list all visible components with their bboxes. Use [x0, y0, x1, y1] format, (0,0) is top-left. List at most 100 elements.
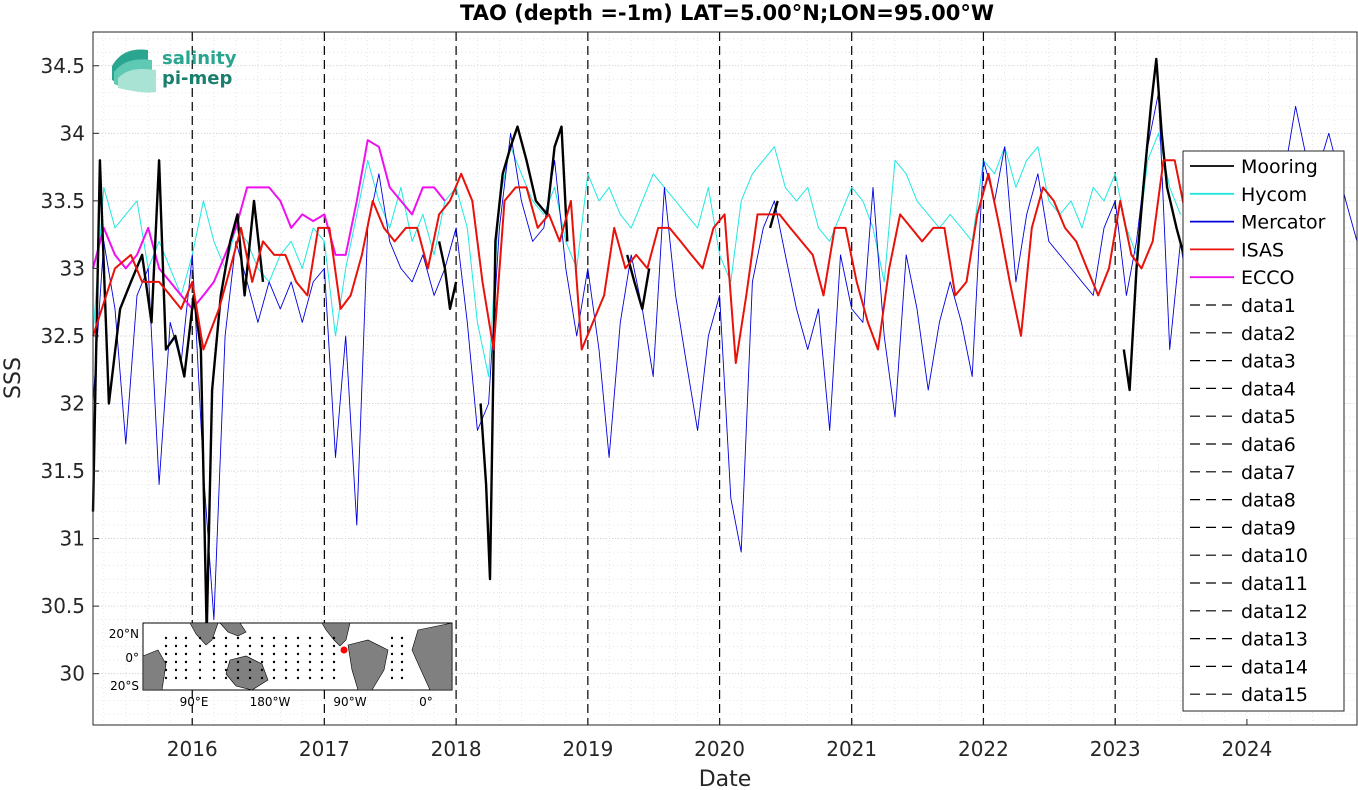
- mooring-dot: [224, 644, 228, 648]
- y-tick-labels: 30 30.5 31 31.5 32 32.5 33 33.5 34 34.5: [40, 54, 99, 686]
- series-line-mooring: [479, 125, 569, 581]
- mooring-dot: [296, 636, 300, 640]
- mooring-dot: [198, 668, 202, 672]
- logo-wave-front: [118, 68, 156, 93]
- mooring-dot: [164, 636, 168, 640]
- series-line-ecco: [92, 139, 446, 310]
- inset-x-tick-0: 0°: [419, 695, 433, 709]
- legend-label: Mooring: [1241, 156, 1318, 178]
- inset-x-tick-90e: 90°E: [180, 695, 209, 709]
- mooring-dot: [224, 636, 228, 640]
- africa-west-landmass: [142, 649, 167, 691]
- mooring-dot: [198, 652, 202, 656]
- mooring-dot: [236, 676, 240, 680]
- mooring-dot: [272, 676, 276, 680]
- mooring-dot: [260, 644, 264, 648]
- asia-landmass: [143, 622, 219, 646]
- mooring-dot: [174, 644, 178, 648]
- mooring-dot: [332, 636, 336, 640]
- mooring-dot: [320, 652, 324, 656]
- africa-landmass: [411, 622, 453, 691]
- mooring-dot: [260, 668, 264, 672]
- y-tick-label: 30: [60, 662, 85, 686]
- mooring-dot: [198, 636, 202, 640]
- mooring-dot: [284, 644, 288, 648]
- mooring-dot: [284, 660, 288, 664]
- east-asia-landmass: [219, 622, 247, 637]
- mooring-dot: [174, 652, 178, 656]
- mooring-dot: [390, 676, 394, 680]
- mooring-dot: [272, 652, 276, 656]
- legend-items: Mooring Hycom Mercator ISAS ECCO data1 data2 da…: [1190, 156, 1326, 706]
- mooring-dot: [400, 636, 404, 640]
- mooring-dot: [296, 652, 300, 656]
- mooring-dot: [184, 636, 188, 640]
- legend: Mooring Hycom Mercator ISAS ECCO data1 data2 da…: [1182, 150, 1345, 712]
- y-axis-label: SSS: [1, 357, 26, 399]
- mooring-dot: [308, 636, 312, 640]
- y-tick-label: 33.5: [40, 189, 85, 213]
- mooring-dot: [198, 644, 202, 648]
- mooring-dot: [174, 636, 178, 640]
- mooring-dot: [248, 636, 252, 640]
- plot-area: [91, 31, 1358, 726]
- inset-y-tick-20s: 20°S: [110, 679, 139, 693]
- legend-label: data12: [1241, 601, 1308, 623]
- south-america-landmass: [347, 639, 389, 691]
- australia-landmass: [225, 655, 269, 691]
- x-tick-label: 2017: [299, 737, 350, 761]
- mooring-dot: [236, 644, 240, 648]
- legend-label: data2: [1241, 323, 1296, 345]
- mooring-dot: [320, 644, 324, 648]
- mooring-dot: [174, 668, 178, 672]
- inset-x-tick-90w: 90°W: [333, 695, 366, 709]
- mooring-dot: [184, 652, 188, 656]
- mooring-dot: [236, 652, 240, 656]
- mooring-dot: [390, 644, 394, 648]
- logo-text-salinity: salinity: [162, 48, 237, 69]
- series-line-hycom: [92, 132, 1181, 377]
- series-layer: [91, 57, 1358, 635]
- legend-label: data13: [1241, 629, 1308, 651]
- legend-label: data15: [1241, 684, 1308, 706]
- pi-mep-logo: salinity pi-mep: [112, 48, 237, 93]
- logo-text-pimep: pi-mep: [162, 68, 232, 89]
- legend-label: data10: [1241, 545, 1308, 567]
- mooring-dot: [248, 676, 252, 680]
- mooring-dot: [296, 668, 300, 672]
- y-tick-label: 33: [60, 256, 85, 280]
- mooring-dot: [212, 668, 216, 672]
- mooring-dot: [400, 676, 404, 680]
- x-tick-labels: 2016 2017 2018 2019 2020 2021 2022 2023 2024: [167, 719, 1272, 761]
- mooring-dot: [224, 652, 228, 656]
- mooring-dot: [296, 644, 300, 648]
- legend-box: [1182, 150, 1345, 712]
- axes-background: [93, 32, 1357, 725]
- mooring-dot: [260, 660, 264, 664]
- mooring-dot: [332, 652, 336, 656]
- x-tick-label: 2019: [562, 737, 613, 761]
- series-line-mercator: [92, 92, 1358, 621]
- mooring-dot: [272, 636, 276, 640]
- mooring-dot: [308, 644, 312, 648]
- y-tick-label: 32: [60, 391, 85, 415]
- legend-label: Mercator: [1241, 212, 1326, 234]
- mooring-dot: [236, 636, 240, 640]
- mooring-dot: [174, 676, 178, 680]
- mooring-dot: [164, 644, 168, 648]
- y-tick-label: 31.5: [40, 459, 85, 483]
- mooring-dot: [184, 644, 188, 648]
- mooring-dot: [320, 676, 324, 680]
- inset-y-tick-20n: 20°N: [109, 627, 139, 641]
- mooring-dot: [198, 660, 202, 664]
- legend-label: ECCO: [1241, 267, 1295, 289]
- mooring-dot: [174, 660, 178, 664]
- mooring-dot: [308, 668, 312, 672]
- mooring-dot: [284, 676, 288, 680]
- mooring-dot: [296, 676, 300, 680]
- mooring-dot: [236, 660, 240, 664]
- mooring-dot: [332, 668, 336, 672]
- mooring-dot: [390, 636, 394, 640]
- legend-label: data5: [1241, 406, 1296, 428]
